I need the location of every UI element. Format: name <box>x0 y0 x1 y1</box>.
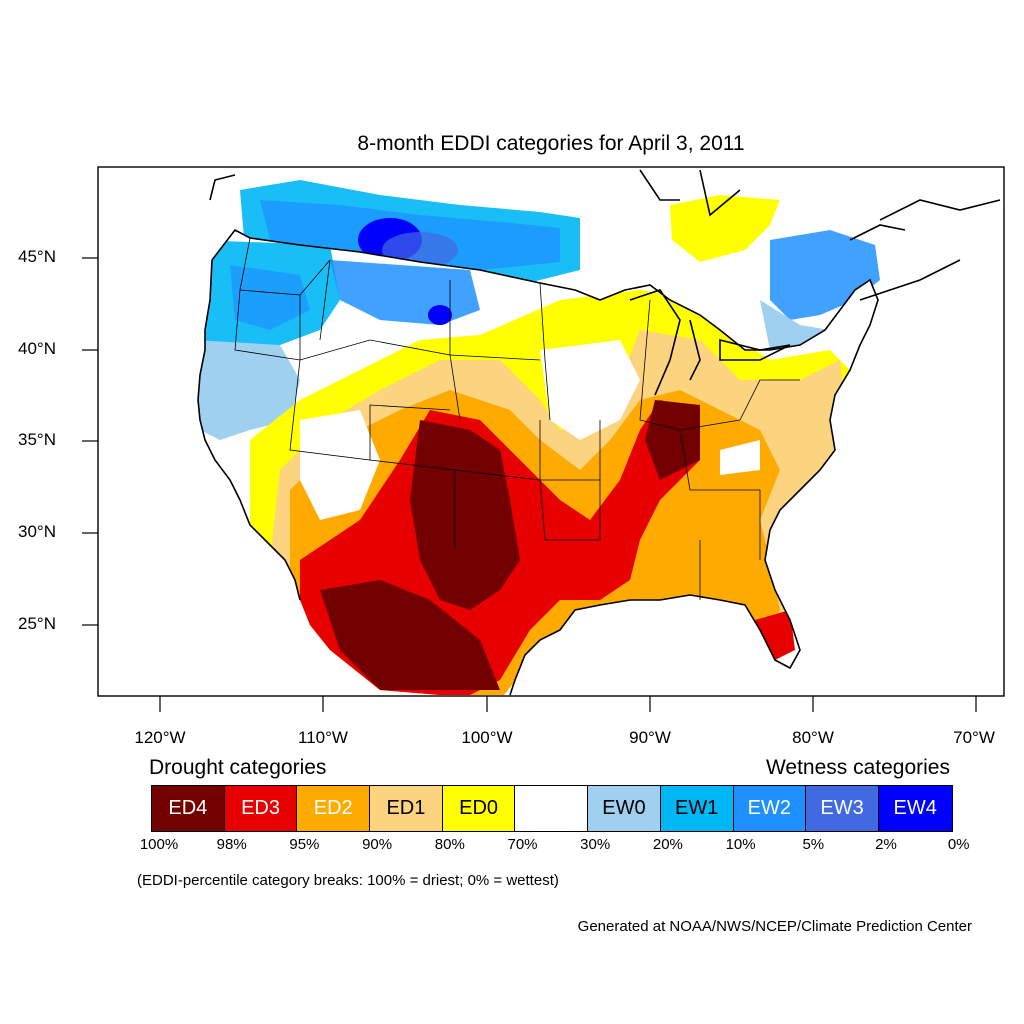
axis-ticks <box>82 257 977 712</box>
lon-label-120: 120°W <box>134 728 186 747</box>
break-label: 90% <box>362 836 393 853</box>
lon-label-80: 80°W <box>792 728 834 747</box>
legend-swatch-ew3: EW3 <box>806 786 879 831</box>
break-label: 80% <box>434 836 465 853</box>
nw-ew2-patch <box>230 265 310 330</box>
break-label: 95% <box>289 836 320 853</box>
legend-swatch-ew4: EW4 <box>878 786 952 831</box>
break-label: 30% <box>580 836 611 853</box>
lon-label-100: 100°W <box>461 728 513 747</box>
ed4-core <box>410 420 520 610</box>
quebec-ed0-patch <box>670 195 780 262</box>
florida-ed3 <box>755 610 795 660</box>
legend-swatch-ew1: EW1 <box>660 786 734 831</box>
map-title: 8-month EDDI categories for April 3, 201… <box>357 132 745 155</box>
drought-heading: Drought categories <box>149 756 327 779</box>
break-label: 70% <box>507 836 538 853</box>
mountain-white <box>300 410 380 520</box>
west-coast <box>197 259 301 601</box>
legend-swatch-ed3: ED3 <box>224 786 298 831</box>
break-label: 10% <box>725 836 756 853</box>
boundaries <box>197 169 1001 696</box>
ed4-ohio <box>645 400 700 480</box>
break-label: 0% <box>947 836 970 853</box>
break-label: 5% <box>802 836 825 853</box>
legend-swatch-ew0: EW0 <box>588 786 661 831</box>
legend-swatch-ed4: ED4 <box>152 786 225 831</box>
break-label: 20% <box>652 836 683 853</box>
credit-line: Generated at NOAA/NWS/NCEP/Climate Predi… <box>577 918 972 935</box>
category-legend: ED4 ED3 ED2 ED1 ED0 EW0 EW1 EW2 EW3 EW4 <box>151 785 953 832</box>
lat-label-35: 35°N <box>18 430 56 449</box>
state-lines <box>234 237 800 600</box>
break-label: 100% <box>139 836 179 853</box>
map-frame <box>97 166 1005 697</box>
legend-swatch-ew2: EW2 <box>733 786 807 831</box>
lat-label-25: 25°N <box>18 614 56 633</box>
northwest-ew0-patch <box>198 340 300 440</box>
coastline <box>211 228 879 696</box>
lat-label-40: 40°N <box>18 339 56 358</box>
legend-swatch-ed0: ED0 <box>442 786 516 831</box>
break-label: 2% <box>875 836 897 853</box>
kentucky-white <box>720 440 760 475</box>
lon-label-110: 110°W <box>298 728 348 747</box>
legend-swatch-ed1: ED1 <box>370 786 443 831</box>
lat-label-30: 30°N <box>18 522 56 541</box>
great-lakes <box>629 289 791 396</box>
wetness-heading: Wetness categories <box>765 756 950 779</box>
midwest-white <box>540 340 640 440</box>
legend-swatch-ed2: ED2 <box>297 786 371 831</box>
lon-label-70: 70°W <box>953 728 995 747</box>
plains-ew4-dot <box>428 305 452 325</box>
break-label: 98% <box>216 836 247 853</box>
lon-label-90: 90°W <box>629 728 671 747</box>
ed4-mexico <box>320 580 500 690</box>
breaks-note: (EDDI-percentile category breaks: 100% =… <box>137 872 559 889</box>
legend-swatch-normal <box>515 786 589 831</box>
lat-label-45: 45°N <box>18 247 56 266</box>
canada-coast <box>209 169 1001 301</box>
